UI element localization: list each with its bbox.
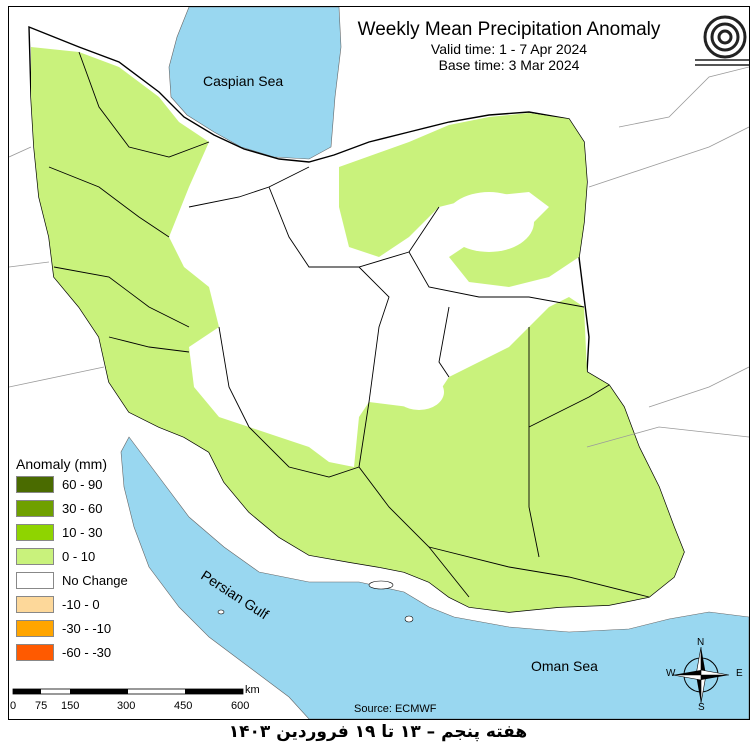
scale-tick: 150 [61, 700, 80, 712]
legend-swatch [16, 499, 54, 517]
legend-label: 10 - 30 [62, 524, 103, 540]
persian-gulf [120, 436, 749, 719]
legend-label: 0 - 10 [62, 548, 96, 564]
no-change-patch [444, 192, 534, 252]
scale-tick: 0 [10, 700, 17, 712]
title-valid-time: Valid time: 1 - 7 Apr 2024 [430, 41, 588, 57]
legend-label: 30 - 60 [62, 500, 103, 516]
scale-bar [12, 688, 244, 695]
legend-item: 30 - 60 [10, 496, 140, 520]
legend-swatch [16, 547, 54, 565]
compass-w: W [666, 668, 676, 679]
legend-title: Anomaly (mm) [16, 456, 108, 472]
source-text: Source: ECMWF [354, 703, 437, 715]
persian-caption: هفته پنجم – ۱۳ تا ۱۹ فروردین ۱۴۰۳ [228, 722, 528, 742]
compass-rose-icon [672, 646, 730, 704]
legend-swatch [16, 475, 54, 493]
no-change-patch [394, 374, 444, 410]
no-change-patch [194, 212, 244, 252]
scale-unit: km [245, 684, 260, 696]
legend-label: -60 - -30 [62, 644, 112, 660]
legend: Anomaly (mm) 60 - 90 30 - 60 10 - 30 0 - 10… [10, 456, 140, 664]
legend-item: 60 - 90 [10, 472, 140, 496]
scale-tick: 600 [231, 700, 250, 712]
legend-swatch [16, 619, 54, 637]
scale-tick: 450 [174, 700, 193, 712]
legend-swatch [16, 571, 54, 589]
label-oman-sea: Oman Sea [531, 658, 598, 674]
legend-label: 60 - 90 [62, 476, 103, 492]
neighbor-borders [9, 66, 749, 448]
legend-swatch [16, 595, 54, 613]
legend-swatch [16, 643, 54, 661]
organization-logo [695, 15, 749, 66]
title-base-time: Base time: 3 Mar 2024 [438, 57, 580, 73]
scale-tick: 300 [117, 700, 136, 712]
scale-tick: 75 [35, 700, 48, 712]
legend-swatch [16, 523, 54, 541]
legend-label: -10 - 0 [62, 596, 100, 612]
caspian-sea [168, 7, 342, 160]
compass-e: E [736, 668, 743, 679]
compass-n: N [697, 637, 705, 648]
map-canvas [9, 7, 749, 719]
legend-items: 60 - 90 30 - 60 10 - 30 0 - 10 No Change -10 … [10, 472, 140, 664]
map-title: Weekly Mean Precipitation Anomaly Valid … [339, 19, 679, 73]
legend-item: -30 - -10 [10, 616, 140, 640]
label-caspian: Caspian Sea [203, 73, 284, 89]
no-change-patch [284, 317, 394, 397]
anomaly-0-10-region [31, 47, 684, 612]
legend-label: -30 - -10 [62, 620, 112, 636]
legend-item: 0 - 10 [10, 544, 140, 568]
legend-item: -60 - -30 [10, 640, 140, 664]
legend-item: 10 - 30 [10, 520, 140, 544]
province-borders [48, 51, 650, 598]
compass-s: S [698, 702, 705, 713]
islands [217, 580, 414, 623]
title-main: Weekly Mean Precipitation Anomaly [357, 19, 661, 40]
map-frame: Weekly Mean Precipitation Anomaly Valid … [8, 6, 750, 720]
legend-item: -10 - 0 [10, 592, 140, 616]
legend-item: No Change [10, 568, 140, 592]
legend-label: No Change [62, 572, 128, 588]
